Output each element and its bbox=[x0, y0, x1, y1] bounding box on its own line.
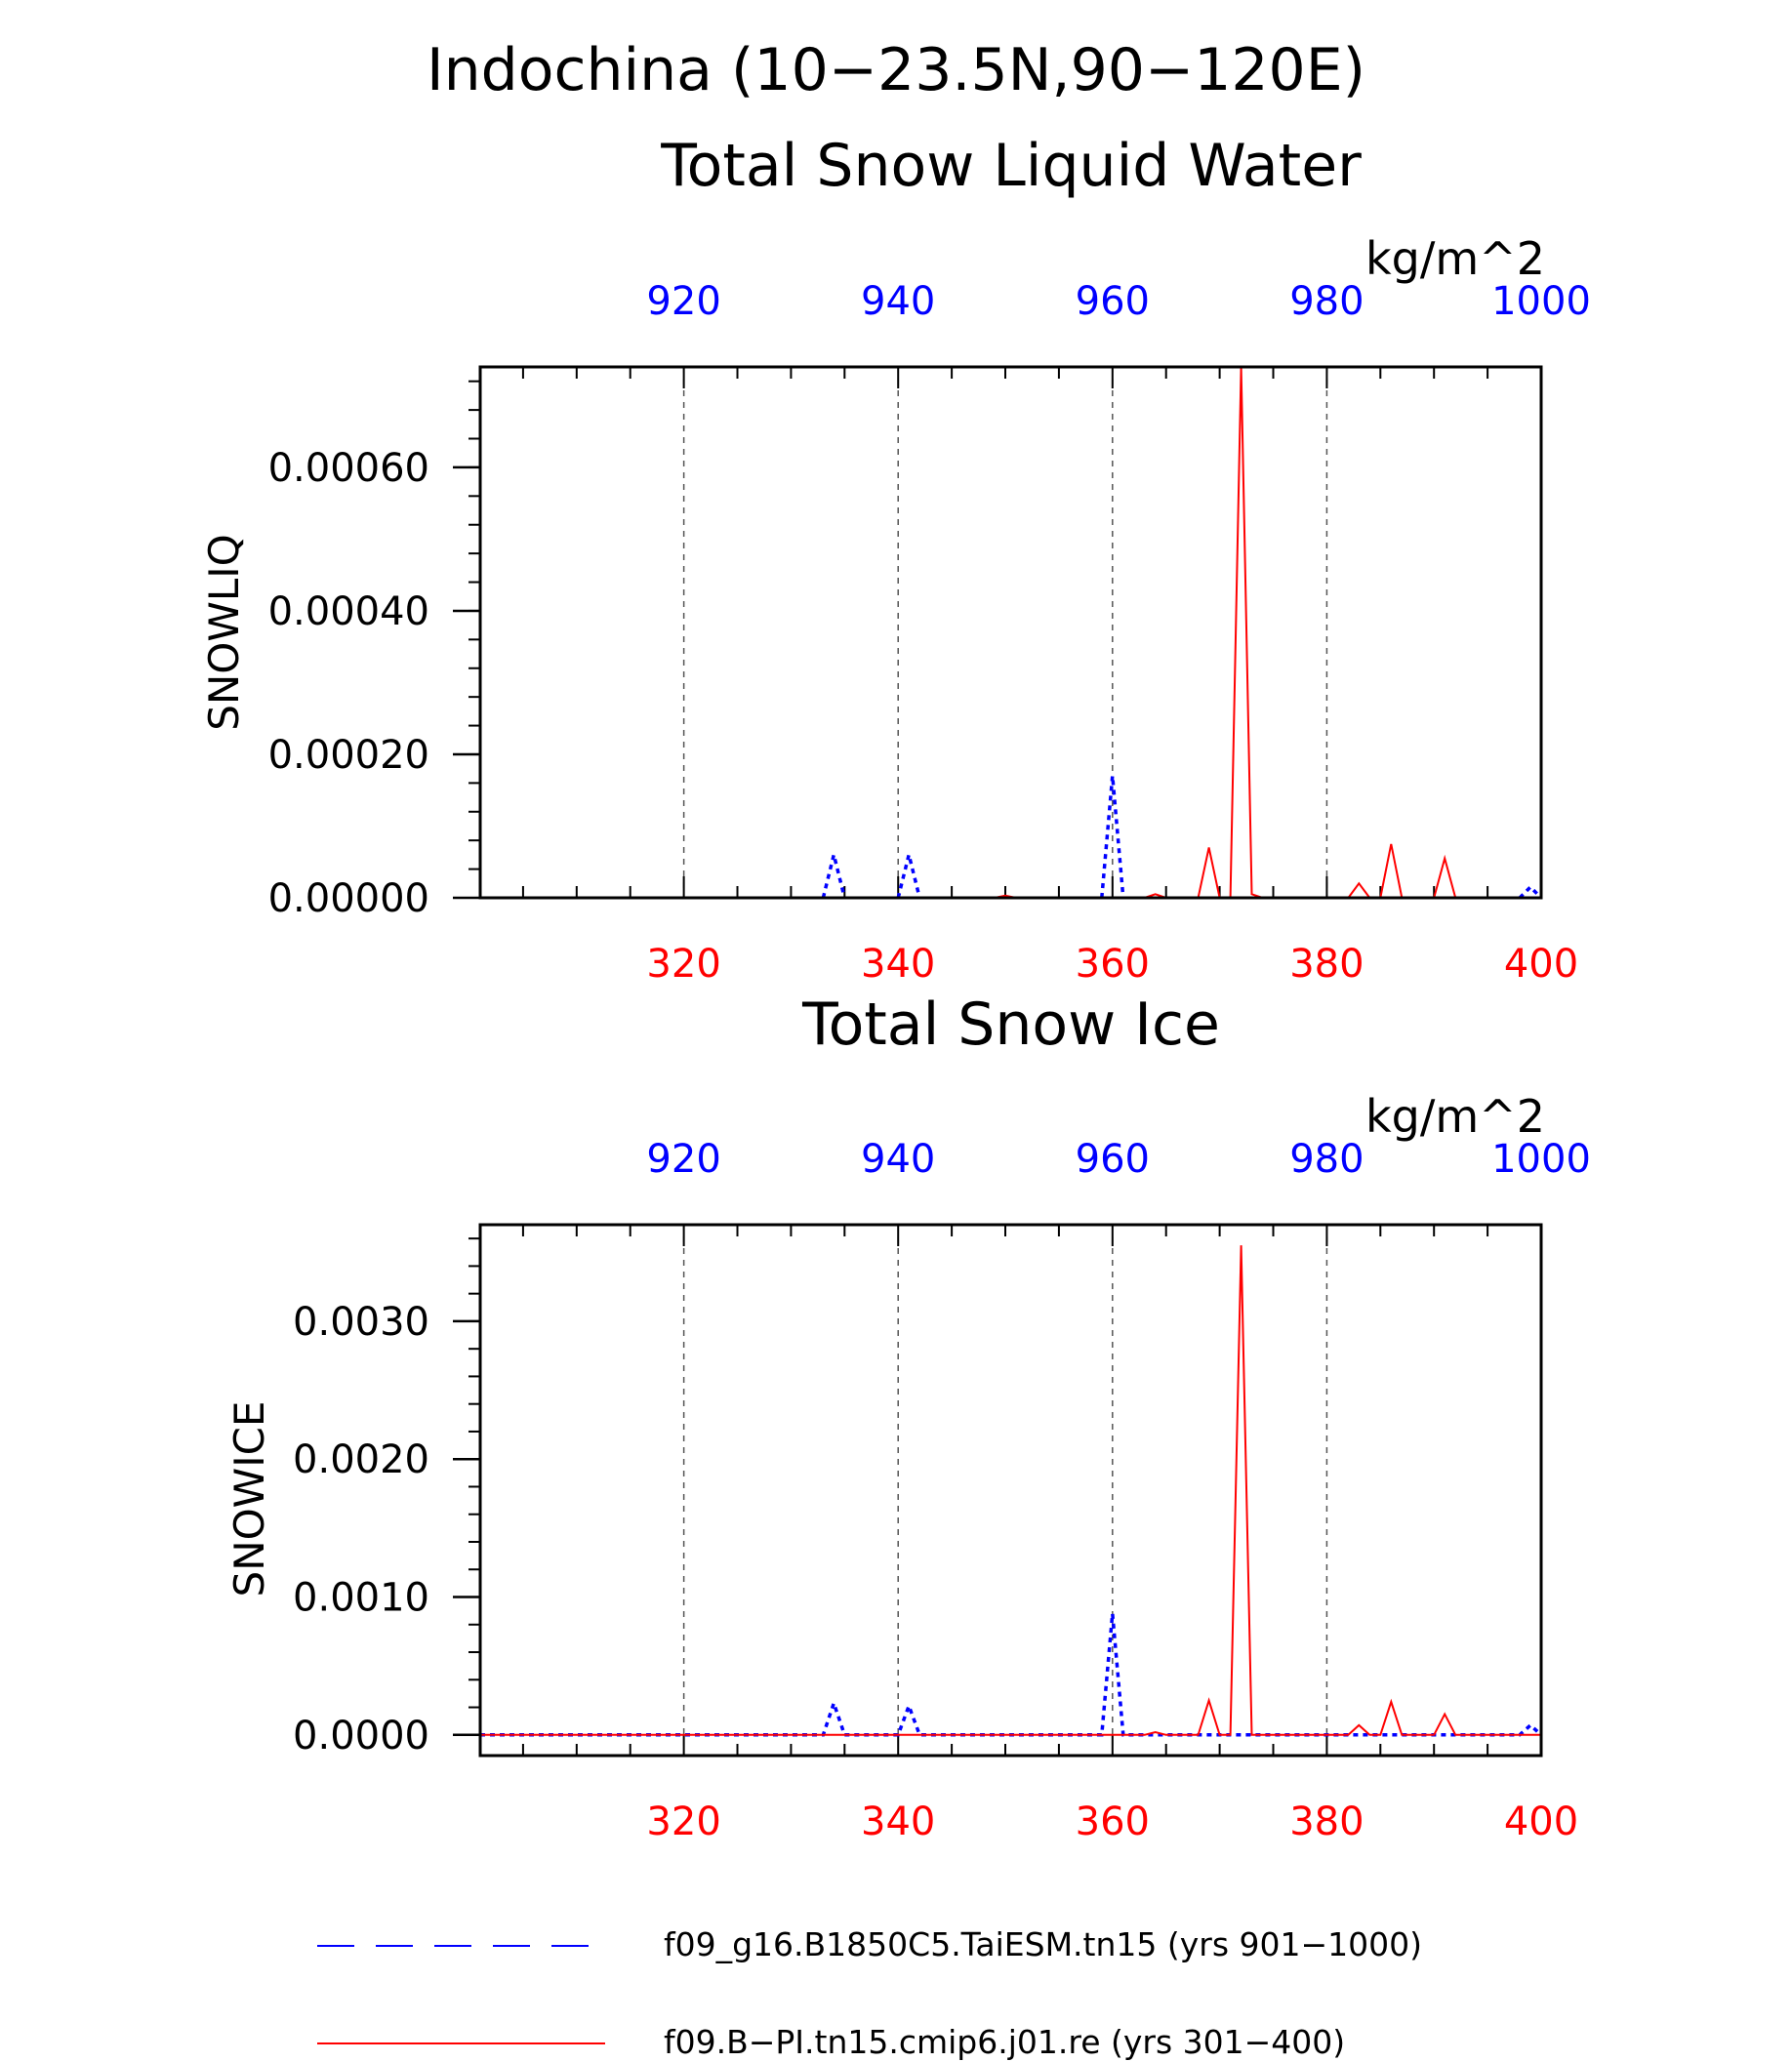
legend: f09_g16.B1850C5.TaiESM.tn15 (yrs 901−100… bbox=[317, 1925, 1422, 2061]
plot-frame bbox=[478, 365, 1543, 900]
y-axis-label: SNOWLIQ bbox=[200, 534, 248, 731]
chart-title: Total Snow Liquid Water bbox=[660, 132, 1362, 200]
series-cmip6-line bbox=[1229, 366, 1263, 899]
top-x-tick-label: 920 bbox=[646, 1137, 720, 1182]
series-taiesm-line bbox=[821, 854, 846, 899]
top-x-tick-label: 980 bbox=[1289, 1137, 1364, 1182]
y-tick-label: 0.0030 bbox=[293, 1300, 429, 1345]
units-label: kg/m^2 bbox=[1365, 232, 1545, 285]
bottom-x-tick-label: 400 bbox=[1504, 942, 1578, 987]
bottom-x-tick-label: 320 bbox=[646, 1799, 720, 1844]
legend-label-cmip6: f09.B−PI.tn15.cmip6.j01.re (yrs 301−400) bbox=[664, 2023, 1345, 2061]
series-cmip6-line bbox=[1433, 854, 1457, 899]
y-tick-label: 0.00000 bbox=[268, 876, 429, 921]
figure-title: Indochina (10−23.5N,90−120E) bbox=[427, 36, 1365, 104]
series-cmip6-line bbox=[480, 1245, 1541, 1736]
top-x-tick-label: 940 bbox=[861, 1137, 935, 1182]
y-axis-label: SNOWICE bbox=[225, 1401, 273, 1597]
bottom-x-tick-label: 380 bbox=[1289, 1799, 1364, 1844]
bottom-x-tick-label: 400 bbox=[1504, 1799, 1578, 1844]
series-cmip6-line bbox=[1347, 881, 1371, 899]
y-tick-label: 0.00020 bbox=[268, 733, 429, 778]
y-tick-label: 0.0020 bbox=[293, 1437, 429, 1482]
top-x-tick-label: 920 bbox=[646, 279, 720, 324]
y-tick-label: 0.0010 bbox=[293, 1576, 429, 1621]
legend-label-taiesm: f09_g16.B1850C5.TaiESM.tn15 (yrs 901−100… bbox=[664, 1925, 1422, 1963]
bottom-x-tick-label: 380 bbox=[1289, 942, 1364, 987]
plot-frame bbox=[478, 1223, 1543, 1758]
series-cmip6-line bbox=[1379, 843, 1404, 899]
top-x-tick-label: 980 bbox=[1289, 279, 1364, 324]
top-x-tick-label: 960 bbox=[1076, 279, 1150, 324]
chart-panel-snowice: Total Snow Ice kg/m^2 SNOWICE 320 340 360 380 4… bbox=[225, 991, 1591, 1844]
bottom-x-tick-label: 360 bbox=[1076, 1799, 1150, 1844]
series-taiesm-line bbox=[896, 854, 921, 899]
series-cmip6-line bbox=[1197, 847, 1221, 899]
series-taiesm-line bbox=[1518, 884, 1543, 900]
y-tick-label: 0.00040 bbox=[268, 589, 429, 634]
bottom-x-tick-label: 340 bbox=[861, 1799, 935, 1844]
bottom-x-tick-label: 340 bbox=[861, 942, 935, 987]
series-taiesm-line bbox=[480, 1613, 1543, 1737]
top-x-tick-label: 1000 bbox=[1491, 1137, 1591, 1182]
units-label: kg/m^2 bbox=[1365, 1090, 1545, 1143]
chart-title: Total Snow Ice bbox=[801, 991, 1220, 1059]
bottom-x-tick-label: 360 bbox=[1076, 942, 1150, 987]
top-x-tick-label: 1000 bbox=[1491, 279, 1591, 324]
top-x-tick-label: 940 bbox=[861, 279, 935, 324]
bottom-x-tick-label: 320 bbox=[646, 942, 720, 987]
y-tick-label: 0.00060 bbox=[268, 446, 429, 491]
y-tick-label: 0.0000 bbox=[293, 1714, 429, 1759]
top-x-tick-label: 960 bbox=[1076, 1137, 1150, 1182]
series-taiesm-line bbox=[1100, 775, 1125, 899]
